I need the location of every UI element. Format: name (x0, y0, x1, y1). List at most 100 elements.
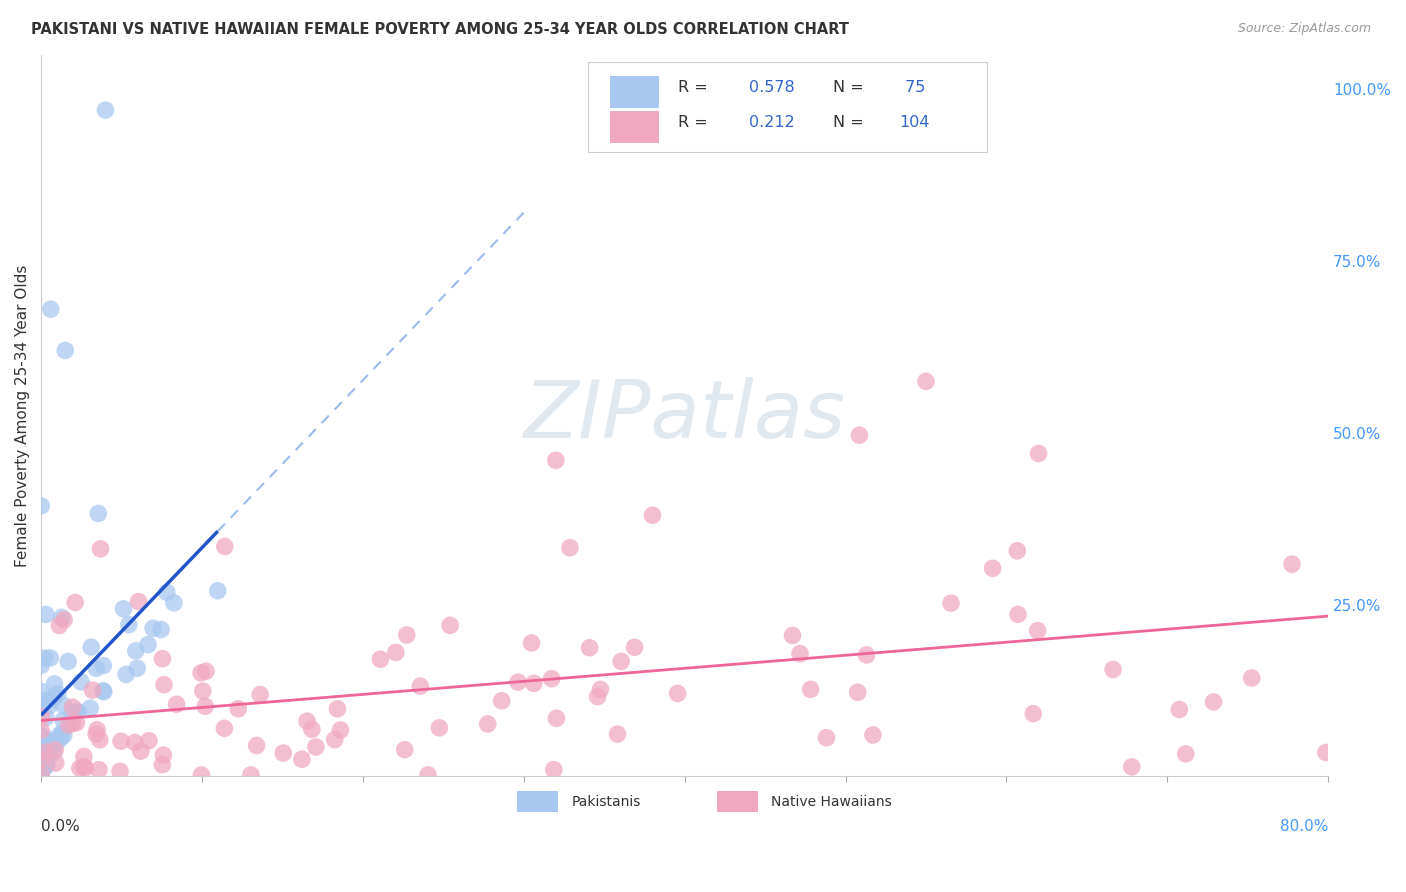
Text: 80.0%: 80.0% (1279, 820, 1329, 834)
Point (35, 758, 58, 772)
Text: 0.578: 0.578 (749, 80, 794, 95)
Point (156, 585, 179, 599)
Point (127, 661, 149, 675)
Point (520, 636, 543, 650)
Point (395, 628, 418, 642)
Point (48, 618, 70, 632)
Point (30, 762, 52, 776)
Point (249, 688, 271, 702)
Point (39, 734, 62, 748)
Point (37, 742, 59, 756)
Point (79, 701, 101, 715)
Point (31, 747, 53, 762)
Point (1174, 747, 1197, 761)
Point (30, 754, 52, 768)
Point (915, 374, 938, 388)
Point (1028, 446, 1050, 460)
Text: ZIPatlas: ZIPatlas (523, 376, 845, 455)
Point (89, 732, 111, 747)
Point (84, 661, 107, 675)
Point (52, 714, 75, 728)
Point (37, 734, 59, 748)
Point (152, 651, 174, 665)
Point (69, 761, 91, 775)
Point (848, 428, 870, 442)
Point (301, 723, 323, 737)
Point (45, 736, 67, 750)
Point (35, 745, 58, 759)
Point (800, 682, 823, 697)
Point (152, 748, 174, 763)
Point (84, 727, 107, 741)
Point (409, 679, 432, 693)
Point (305, 739, 328, 754)
Point (782, 628, 804, 642)
Point (34, 651, 56, 665)
Point (67, 705, 90, 719)
Point (138, 733, 160, 747)
Point (815, 731, 838, 745)
Point (65, 715, 87, 730)
Point (271, 746, 294, 760)
Point (80, 640, 103, 655)
Point (385, 645, 408, 659)
FancyBboxPatch shape (610, 111, 659, 143)
Point (589, 682, 612, 697)
Point (32, 755, 55, 769)
Point (32, 752, 55, 766)
Point (623, 640, 645, 655)
Point (558, 541, 581, 555)
Point (1315, 746, 1337, 760)
Text: N =: N = (832, 115, 869, 130)
Point (427, 721, 450, 735)
Point (194, 665, 217, 679)
Point (53, 343, 76, 358)
Point (1026, 624, 1049, 638)
Point (370, 652, 392, 666)
Point (32, 761, 55, 775)
Point (30, 701, 52, 715)
Point (56, 655, 79, 669)
Point (862, 728, 884, 742)
Point (38, 693, 60, 707)
Point (150, 757, 173, 772)
Point (30, 767, 52, 781)
Point (35, 758, 58, 772)
Point (62, 716, 84, 731)
Point (491, 694, 513, 708)
Point (112, 602, 135, 616)
Point (30, 769, 52, 783)
Point (30, 729, 52, 743)
Point (544, 453, 567, 467)
Point (31, 763, 53, 777)
Point (30, 753, 52, 767)
Point (190, 768, 212, 782)
Point (30, 684, 52, 698)
Point (163, 596, 186, 610)
Point (86, 723, 108, 737)
Point (939, 596, 962, 610)
Point (53, 613, 76, 627)
Point (35, 710, 58, 724)
Point (416, 768, 439, 782)
Point (93, 684, 115, 698)
Point (1102, 663, 1125, 677)
Point (855, 648, 877, 662)
Point (51, 727, 73, 741)
Point (58, 718, 80, 732)
Point (87, 763, 110, 777)
Point (666, 686, 689, 700)
Point (578, 640, 600, 655)
Text: 75: 75 (900, 80, 925, 95)
Point (30, 766, 52, 780)
Point (150, 623, 173, 637)
Text: R =: R = (678, 115, 713, 130)
Point (1007, 543, 1029, 558)
Point (94, 103, 117, 117)
Point (136, 638, 159, 652)
Text: 104: 104 (900, 115, 929, 130)
Point (1240, 671, 1263, 685)
Point (125, 644, 148, 658)
Point (1121, 760, 1143, 774)
Point (323, 732, 346, 747)
